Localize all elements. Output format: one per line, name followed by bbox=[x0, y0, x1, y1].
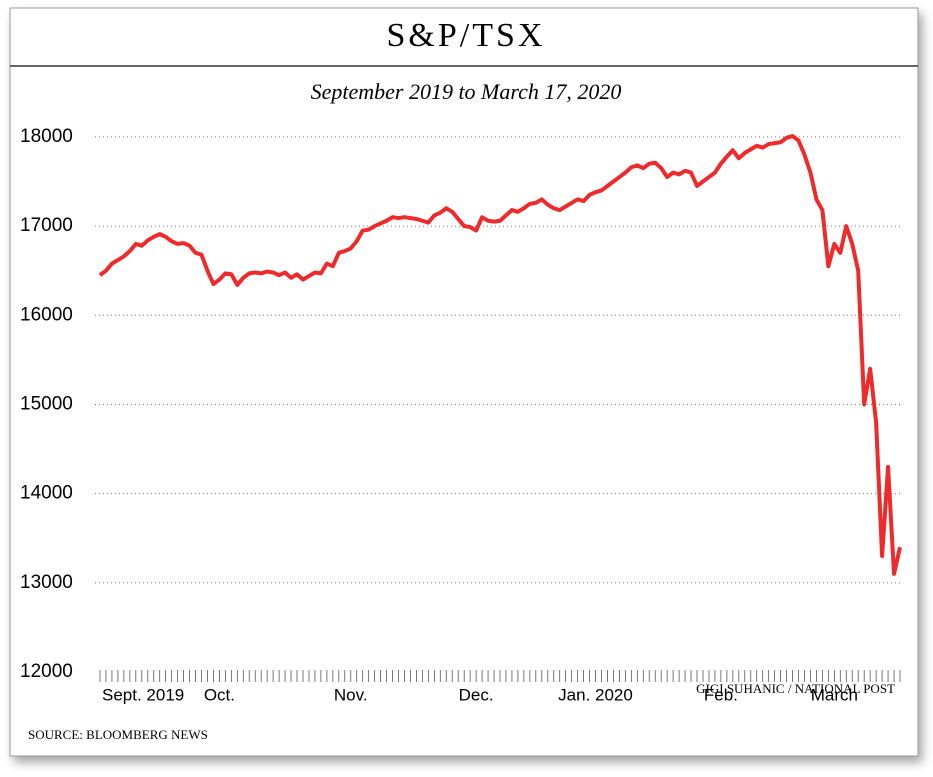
x-tick-label: Dec. bbox=[459, 685, 494, 704]
line bbox=[98, 134, 902, 576]
y-tick-label: 16000 bbox=[20, 304, 73, 325]
y-tick-label: 12000 bbox=[20, 661, 73, 682]
chart-subtitle: September 2019 to March 17, 2020 bbox=[311, 79, 622, 104]
card bbox=[9, 7, 919, 757]
chart-title: S&P/TSX bbox=[387, 17, 546, 54]
x-tick-label: March bbox=[811, 685, 858, 704]
x-tick-label: Jan. 2020 bbox=[558, 685, 633, 704]
y-tick-label: 15000 bbox=[20, 393, 73, 414]
credit: GIGI SUHANIC / NATIONAL POST bbox=[696, 681, 895, 696]
source: SOURCE: BLOOMBERG NEWS bbox=[28, 727, 208, 742]
x-tick-label: Sept. 2019 bbox=[102, 685, 184, 704]
y-tick-label: 17000 bbox=[20, 215, 73, 236]
x-tick-label: Oct. bbox=[204, 685, 235, 704]
y-tick-label: 14000 bbox=[20, 483, 73, 504]
x-tick-label: Nov. bbox=[334, 685, 368, 704]
y-tick-label: 13000 bbox=[20, 572, 73, 593]
x-tick-label: Feb. bbox=[704, 685, 738, 704]
y-tick-label: 18000 bbox=[20, 126, 73, 147]
